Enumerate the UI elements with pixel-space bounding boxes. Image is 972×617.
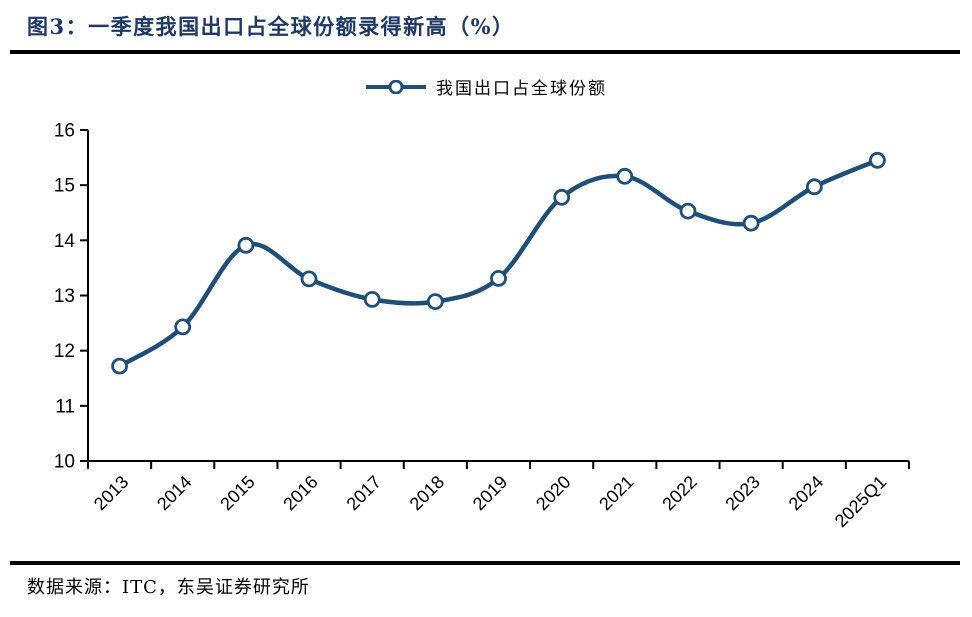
data-source: 数据来源：ITC，东吴证券研究所	[27, 577, 310, 598]
data-point-marker	[742, 214, 760, 232]
x-tick-label: 2019	[469, 472, 511, 514]
data-point-marker	[679, 202, 697, 220]
y-tick-label: 11	[55, 396, 75, 417]
legend-line-marker-icon	[366, 79, 426, 94]
y-tick-label: 15	[54, 176, 75, 197]
figure-title: 图3：一季度我国出口占全球份额录得新高（%）	[27, 14, 515, 39]
y-tick-label: 13	[54, 286, 75, 307]
y-tick-label: 12	[54, 341, 75, 362]
y-tick-label: 16	[54, 121, 75, 142]
x-tick-label: 2022	[658, 472, 700, 514]
footer-divider	[10, 561, 960, 565]
x-tick-label: 2015	[216, 472, 258, 514]
x-tick-label: 2023	[721, 472, 763, 514]
legend-label: 我国出口占全球份额	[436, 79, 607, 99]
x-tick-label: 2024	[785, 472, 827, 514]
line-chart: 10 11 12 13 14 15 16 2013 2014 2015 2016 2017 2018 20…	[54, 121, 910, 531]
data-point-marker	[490, 269, 507, 287]
series-line	[117, 158, 880, 369]
data-point-marker	[363, 290, 381, 308]
y-tick-label: 10	[54, 452, 75, 473]
data-point-marker	[111, 357, 128, 375]
data-point-marker	[616, 167, 634, 185]
x-tick-label: 2021	[595, 472, 637, 514]
x-tick-label: 2018	[406, 472, 448, 514]
data-point-marker	[805, 178, 823, 196]
data-point-marker	[426, 293, 444, 311]
data-point-marker	[553, 188, 571, 206]
y-tick-label: 14	[54, 231, 76, 252]
chart-legend: 我国出口占全球份额	[0, 74, 972, 99]
title-divider	[10, 50, 960, 54]
data-point-marker	[869, 151, 886, 169]
x-tick-label: 2013	[90, 472, 132, 514]
x-tick-label: 2020	[532, 472, 574, 514]
data-point-marker	[237, 236, 255, 254]
x-tick-label: 2017	[343, 472, 385, 514]
x-tick-label: 2025Q1	[831, 472, 890, 531]
x-tick-label: 2014	[153, 472, 195, 514]
series-markers	[111, 151, 886, 375]
x-tick-label: 2016	[279, 472, 321, 514]
data-point-marker	[300, 270, 318, 288]
data-point-marker	[174, 318, 192, 336]
